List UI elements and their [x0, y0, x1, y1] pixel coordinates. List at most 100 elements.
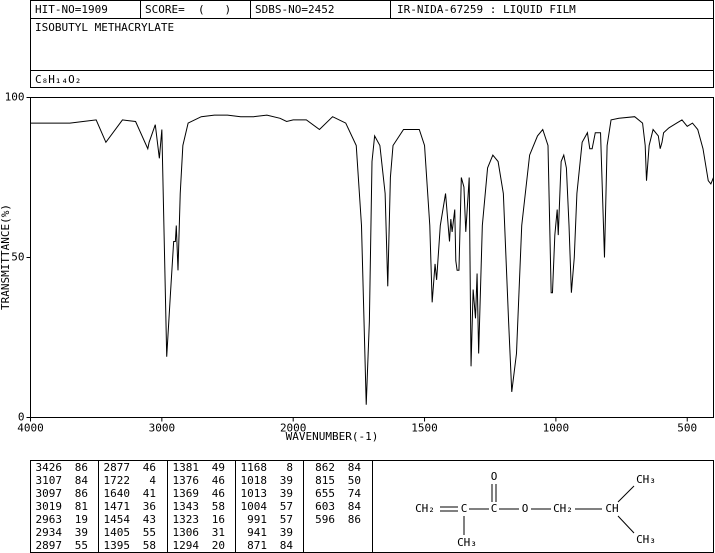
atom-label: C	[491, 502, 498, 515]
atom-label: CH₂	[553, 502, 573, 515]
peak-transmittance: 57	[280, 500, 293, 513]
peak-transmittance: 46	[143, 461, 156, 474]
peak-wavenumber: 1294	[173, 539, 200, 552]
peak-wavenumber: 2877	[104, 461, 131, 474]
peak-transmittance: 50	[348, 474, 361, 487]
peak-transmittance: 4	[149, 474, 156, 487]
peak-transmittance: 55	[75, 539, 88, 552]
peak-wavenumber: 655	[315, 487, 335, 500]
method: IR-NIDA-67259 : LIQUID FILM	[397, 3, 576, 16]
peak-transmittance: 8	[286, 461, 293, 474]
header-frame	[30, 0, 714, 88]
peak-transmittance: 46	[212, 474, 225, 487]
spectrum-line	[30, 114, 714, 405]
peak-wavenumber: 1376	[173, 474, 200, 487]
peak-wavenumber: 941	[247, 526, 267, 539]
peak-wavenumber: 2934	[36, 526, 63, 539]
peak-transmittance: 81	[75, 500, 88, 513]
peak-transmittance: 84	[75, 474, 89, 487]
x-tick-label: 2000	[280, 422, 307, 435]
peak-wavenumber: 596	[315, 513, 335, 526]
peak-transmittance: 49	[212, 461, 225, 474]
peak-wavenumber: 3107	[36, 474, 63, 487]
peak-wavenumber: 1168	[241, 461, 268, 474]
peak-wavenumber: 1306	[173, 526, 200, 539]
bond	[617, 485, 635, 503]
peak-wavenumber: 1405	[104, 526, 131, 539]
peak-transmittance: 43	[143, 513, 156, 526]
y-tick-label: 100	[5, 91, 25, 104]
peak-wavenumber: 2897	[36, 539, 63, 552]
atom-label: C	[461, 502, 468, 515]
atom-label: CH₃	[636, 473, 656, 486]
peak-transmittance: 57	[280, 513, 293, 526]
peak-wavenumber: 991	[247, 513, 267, 526]
peak-transmittance: 20	[212, 539, 225, 552]
peak-wavenumber: 1018	[241, 474, 268, 487]
peak-wavenumber: 3019	[36, 500, 63, 513]
peak-transmittance: 41	[143, 487, 156, 500]
compound-name: ISOBUTYL METHACRYLATE	[35, 21, 174, 34]
atom-label: O	[522, 502, 529, 515]
peak-transmittance: 39	[75, 526, 88, 539]
peak-wavenumber: 1381	[173, 461, 200, 474]
peak-transmittance: 55	[143, 526, 156, 539]
x-tick-label: 1000	[543, 422, 570, 435]
formula: C₈H₁₄O₂	[35, 73, 81, 86]
peak-wavenumber: 1722	[104, 474, 131, 487]
x-tick-label: 3000	[149, 422, 176, 435]
peak-transmittance: 39	[280, 474, 293, 487]
x-tick-label: 500	[677, 422, 697, 435]
peak-transmittance: 84	[280, 539, 294, 552]
peak-wavenumber: 3097	[36, 487, 63, 500]
atom-label: CH₃	[636, 533, 656, 546]
peak-transmittance: 86	[75, 461, 88, 474]
y-tick-label: 50	[11, 251, 24, 264]
peak-transmittance: 86	[75, 487, 88, 500]
peak-wavenumber: 871	[247, 539, 267, 552]
peak-wavenumber: 1471	[104, 500, 131, 513]
peak-wavenumber: 3426	[36, 461, 63, 474]
structure: O CH₂ C C O CH₂ CH CH₃ CH₃ CH₃	[415, 470, 656, 549]
peak-transmittance: 58	[212, 500, 225, 513]
x-tick-label: 4000	[17, 422, 44, 435]
y-tick-label: 0	[18, 411, 25, 424]
peak-transmittance: 58	[143, 539, 156, 552]
sdbs-number: SDBS-NO=2452	[255, 3, 334, 16]
x-tick-label: 1500	[411, 422, 438, 435]
peak-transmittance: 16	[212, 513, 225, 526]
hit-number: HIT-NO=1909	[35, 3, 108, 16]
peak-wavenumber: 2963	[36, 513, 63, 526]
peak-wavenumber: 1013	[241, 487, 268, 500]
peak-transmittance: 39	[280, 526, 293, 539]
peak-wavenumber: 603	[315, 500, 335, 513]
peak-wavenumber: 1640	[104, 487, 131, 500]
atom-label: O	[491, 470, 498, 483]
peak-transmittance: 39	[280, 487, 293, 500]
atom-label: CH₃	[457, 536, 477, 549]
score: SCORE= ( )	[145, 3, 231, 16]
peak-wavenumber: 815	[315, 474, 335, 487]
peak-transmittance: 86	[348, 513, 361, 526]
atom-label: CH	[605, 502, 618, 515]
peak-transmittance: 84	[348, 461, 362, 474]
atom-label: CH₂	[415, 502, 435, 515]
peak-wavenumber: 1323	[173, 513, 200, 526]
bond	[617, 515, 635, 534]
peak-wavenumber: 862	[315, 461, 335, 474]
peak-transmittance: 84	[348, 500, 362, 513]
peak-wavenumber: 1395	[104, 539, 131, 552]
peak-wavenumber: 1343	[173, 500, 200, 513]
peak-transmittance: 36	[143, 500, 156, 513]
peak-wavenumber: 1454	[104, 513, 131, 526]
peak-wavenumber: 1369	[173, 487, 200, 500]
peak-transmittance: 46	[212, 487, 225, 500]
peak-transmittance: 19	[75, 513, 88, 526]
y-axis-label: TRANSMITTANCE(%)	[0, 204, 12, 310]
peak-wavenumber: 1004	[241, 500, 268, 513]
x-axis-label: WAVENUMBER(-1)	[286, 430, 379, 443]
peak-transmittance: 31	[212, 526, 225, 539]
peak-transmittance: 74	[348, 487, 362, 500]
